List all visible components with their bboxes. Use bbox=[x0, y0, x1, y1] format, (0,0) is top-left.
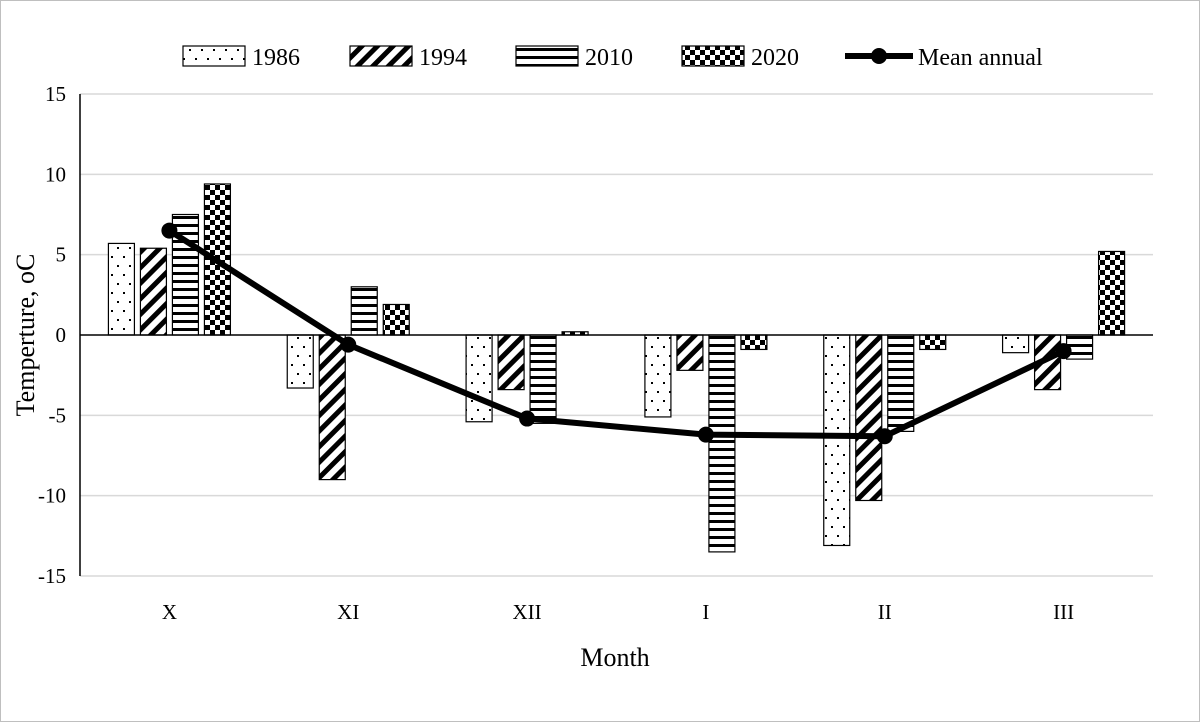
bars bbox=[107, 183, 1126, 553]
y-tick-label: 5 bbox=[56, 243, 67, 267]
legend-label-1994: 1994 bbox=[419, 45, 467, 71]
mean-annual-point-II bbox=[876, 428, 893, 445]
legend-swatch-1986 bbox=[182, 45, 246, 67]
bar-1986-II bbox=[823, 334, 851, 547]
bar-2010-XI bbox=[350, 286, 378, 336]
x-tick-label: X bbox=[162, 600, 177, 624]
mean-annual-line bbox=[161, 222, 1072, 445]
legend-label-mean-annual: Mean annual bbox=[918, 45, 1043, 71]
y-tick-label: -5 bbox=[49, 403, 67, 427]
bar-2010-I bbox=[708, 334, 736, 553]
bar-2010-XII bbox=[529, 334, 557, 424]
x-axis-title: Month bbox=[580, 643, 649, 672]
legend-label-2010: 2010 bbox=[585, 45, 633, 71]
x-tick-label: XII bbox=[513, 600, 542, 624]
bar-2010-II bbox=[887, 334, 915, 433]
legend-swatch-1994 bbox=[349, 45, 413, 67]
bar-1986-I bbox=[644, 334, 672, 418]
bar-1994-XI bbox=[318, 334, 346, 481]
bar-2020-I bbox=[740, 334, 768, 351]
gridlines bbox=[80, 93, 1153, 577]
y-tick-label: -10 bbox=[38, 484, 66, 508]
x-tick-label: XI bbox=[337, 600, 359, 624]
y-tick-label: -15 bbox=[38, 564, 66, 588]
bar-1986-XII bbox=[465, 334, 493, 423]
axis-titles: Month Temperture, oC bbox=[11, 254, 650, 672]
legend-swatch-2020 bbox=[681, 45, 745, 67]
bar-1994-II bbox=[855, 334, 883, 502]
mean-annual-point-X bbox=[161, 222, 178, 239]
bar-2020-XI bbox=[382, 303, 410, 336]
mean-annual-polyline bbox=[167, 228, 1065, 440]
legend-swatch-2010 bbox=[515, 45, 579, 67]
mean-annual-point-XII bbox=[519, 410, 536, 427]
y-tick-label: 10 bbox=[45, 162, 66, 186]
bar-2020-II bbox=[919, 334, 947, 351]
legend-label-2020: 2020 bbox=[751, 45, 799, 71]
x-tick-label: II bbox=[878, 600, 892, 624]
mean-annual-point-I bbox=[697, 426, 714, 443]
bar-2020-III bbox=[1097, 250, 1126, 336]
bar-1994-X bbox=[139, 247, 168, 336]
bar-1986-X bbox=[107, 242, 136, 336]
bar-1994-I bbox=[676, 334, 704, 371]
y-tick-label: 0 bbox=[56, 323, 67, 347]
x-tick-label: I bbox=[702, 600, 709, 624]
bar-1986-XI bbox=[286, 334, 314, 389]
bar-1994-XII bbox=[497, 334, 525, 391]
legend-label-1986: 1986 bbox=[252, 45, 300, 71]
x-tick-label: III bbox=[1053, 600, 1074, 624]
mean-annual-point-XI bbox=[340, 336, 357, 353]
y-axis-title: Temperture, oC bbox=[11, 254, 40, 417]
bar-1986-III bbox=[1001, 334, 1030, 354]
legend: 1986 1994 2010 2020 Mean annual bbox=[182, 45, 1043, 71]
y-tick-label: 15 bbox=[45, 82, 66, 106]
legend-marker-mean-annual bbox=[871, 48, 887, 64]
mean-annual-point-III bbox=[1055, 343, 1072, 360]
